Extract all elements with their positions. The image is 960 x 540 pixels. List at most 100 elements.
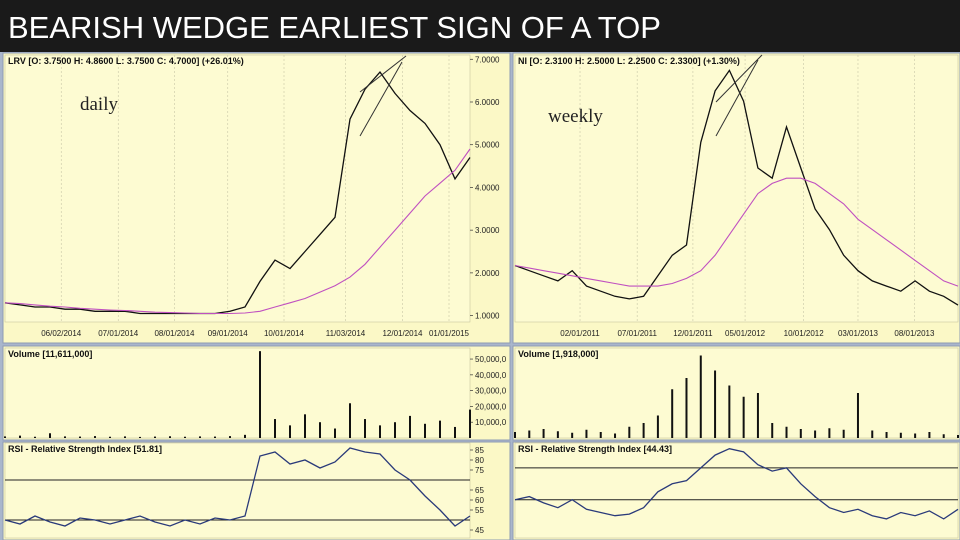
volume-bar <box>871 430 874 438</box>
y-tick-label: 40,000,0 <box>475 371 507 380</box>
volume-bar <box>771 423 774 438</box>
series-line <box>4 71 471 315</box>
charts: 06/02/2014 07/01/2014 08/01/2014 09/01/2014… <box>2 52 960 540</box>
volume-bar <box>542 429 545 438</box>
volume-bar <box>349 403 351 438</box>
volume-bar <box>856 393 859 438</box>
plot-area <box>514 442 959 539</box>
volume-bar <box>671 389 674 438</box>
volume-bar <box>109 436 111 438</box>
volume-bar <box>742 396 745 438</box>
series-line <box>514 177 959 287</box>
x-tick-label: 07/01/2011 <box>617 329 657 338</box>
volume-bar <box>379 425 381 438</box>
y-tick-label: 6.0000 <box>475 98 500 107</box>
x-tick-label: 05/01/2012 <box>725 329 766 338</box>
plot-area <box>514 54 959 323</box>
chart-header: RSI - Relative Strength Index [51.81] <box>8 444 162 454</box>
plot-area <box>4 442 471 539</box>
volume-bar <box>642 423 645 438</box>
y-tick-label: 65 <box>475 486 484 495</box>
volume-bar <box>614 433 617 438</box>
volume-bar <box>124 436 126 438</box>
x-tick-label: 02/01/2011 <box>560 329 600 338</box>
volume-bar <box>79 436 81 438</box>
y-tick-label: 60 <box>475 496 484 505</box>
volume-bar <box>214 436 216 438</box>
volume-bar <box>424 423 426 438</box>
y-tick-label: 75 <box>475 466 484 475</box>
chart-header: Volume [11,611,000] <box>8 349 92 359</box>
x-tick-label: 01/01/2015 <box>429 329 470 338</box>
x-tick-label: 08/01/2013 <box>894 329 935 338</box>
x-tick-label: 10/01/2012 <box>784 329 825 338</box>
volume-bar <box>199 436 201 438</box>
volume-bar <box>274 419 276 438</box>
plot-area <box>514 347 959 439</box>
volume-bar <box>259 351 261 438</box>
chart-header: NI [O: 2.3100 H: 2.5000 L: 2.2500 C: 2.3… <box>518 56 740 66</box>
x-tick-label: 10/01/2014 <box>264 329 305 338</box>
wedge-line <box>359 55 407 93</box>
volume-bar <box>394 422 396 438</box>
volume-bar <box>4 436 6 438</box>
chart-header: LRV [O: 3.7500 H: 4.8600 L: 3.7500 C: 4.… <box>8 56 244 66</box>
annotation: daily <box>80 94 118 115</box>
y-tick-label: 4.0000 <box>475 183 500 192</box>
volume-bar <box>828 428 831 438</box>
volume-bar <box>914 433 917 438</box>
volume-bar <box>19 435 21 438</box>
volume-bar <box>49 433 51 438</box>
x-tick-label: 03/01/2013 <box>838 329 879 338</box>
volume-bar <box>139 436 141 438</box>
volume-bar <box>714 370 717 438</box>
y-tick-label: 30,000,0 <box>475 387 507 396</box>
x-tick-label: 12/01/2014 <box>382 329 423 338</box>
volume-bar <box>64 436 66 438</box>
y-tick-label: 2.0000 <box>475 269 500 278</box>
volume-bar <box>229 436 231 438</box>
volume-bar <box>685 378 688 438</box>
x-tick-label: 06/02/2014 <box>41 329 82 338</box>
series-line <box>514 448 959 520</box>
volume-bar <box>899 432 902 438</box>
volume-bar <box>304 414 306 438</box>
y-tick-label: 1.0000 <box>475 312 500 321</box>
volume-bar <box>184 436 186 438</box>
wedge-lines <box>359 54 763 137</box>
volume-bar <box>364 419 366 438</box>
volume-bar <box>628 426 631 438</box>
volume-bar <box>34 436 36 438</box>
plot-area <box>4 54 471 323</box>
plot-area <box>4 347 471 439</box>
y-tick-label: 3.0000 <box>475 226 500 235</box>
volume-bar <box>756 393 759 438</box>
volume-bar <box>454 426 456 438</box>
x-tick-label: 11/03/2014 <box>326 329 366 338</box>
volume-bar <box>885 432 888 438</box>
volume-bar <box>842 429 845 438</box>
volume-bar <box>154 436 156 438</box>
volume-bar <box>528 430 531 438</box>
volume-bar <box>319 422 321 438</box>
volume-bar <box>799 429 802 438</box>
volume-bar <box>656 415 659 438</box>
y-tick-label: 7.0000 <box>475 55 500 64</box>
volume-bar <box>439 420 441 438</box>
volume-bar <box>728 385 731 438</box>
x-tick-label: 12/01/2011 <box>673 329 713 338</box>
y-tick-label: 55 <box>475 506 484 515</box>
volume-bar <box>571 432 574 438</box>
volume-bar <box>599 432 602 438</box>
volume-bar <box>169 436 171 438</box>
y-tick-label: 5.0000 <box>475 141 500 150</box>
wedge-line <box>715 59 759 137</box>
x-tick-label: 09/01/2014 <box>208 329 249 338</box>
volume-bar <box>334 428 336 438</box>
volume-bar <box>289 425 291 438</box>
volume-bar <box>942 434 945 438</box>
y-tick-label: 45 <box>475 526 484 535</box>
chart-header: RSI - Relative Strength Index [44.43] <box>518 444 672 454</box>
